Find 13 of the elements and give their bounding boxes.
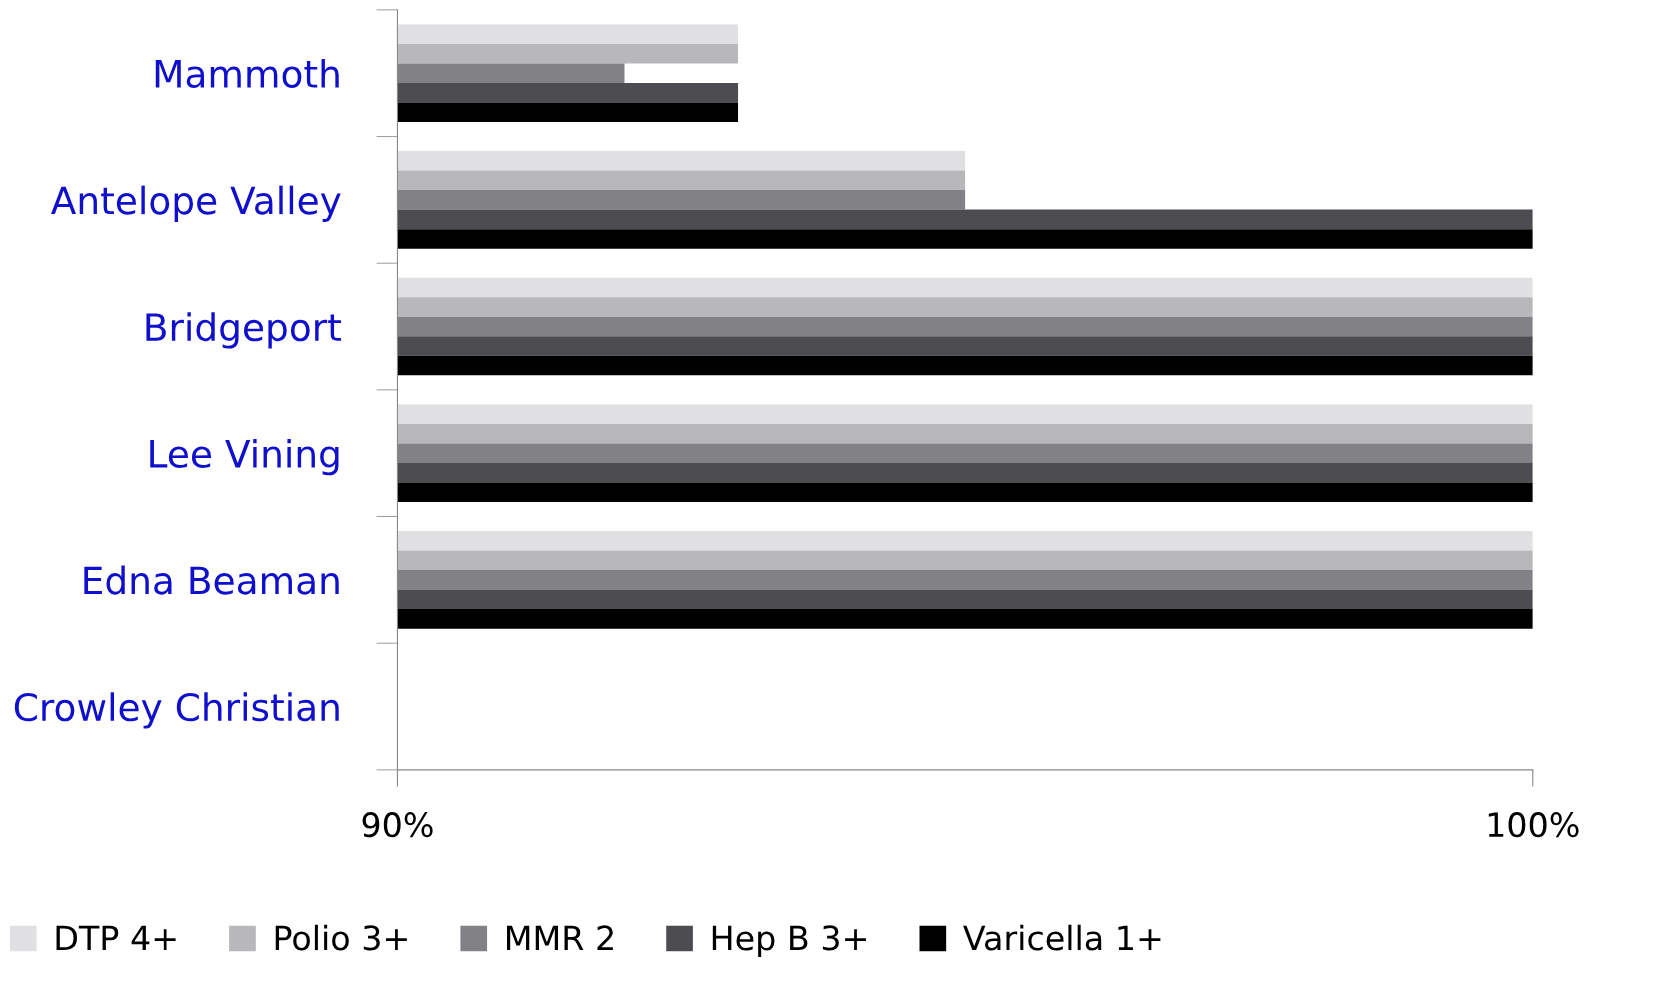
legend-label: Varicella 1+ (963, 924, 1161, 951)
y-tick-label: Antelope Valley (51, 185, 341, 222)
y-tick-label: Edna Beaman (84, 565, 339, 595)
legend-label: Hep B 3+ (712, 925, 866, 957)
x-tick-label: 100% (1488, 812, 1579, 838)
x-tick-label: 90% (362, 812, 433, 838)
legend-label: MMR 2 (507, 925, 613, 951)
y-tick-label: Lee Vining (150, 438, 339, 476)
y-tick-label: Bridgeport (146, 312, 341, 349)
y-tick-label: Mammoth (155, 58, 339, 88)
legend-label: DTP 4+ (56, 925, 176, 951)
legend-label: Polio 3+ (275, 924, 407, 951)
y-tick-label: Crowley Christian (14, 692, 339, 729)
